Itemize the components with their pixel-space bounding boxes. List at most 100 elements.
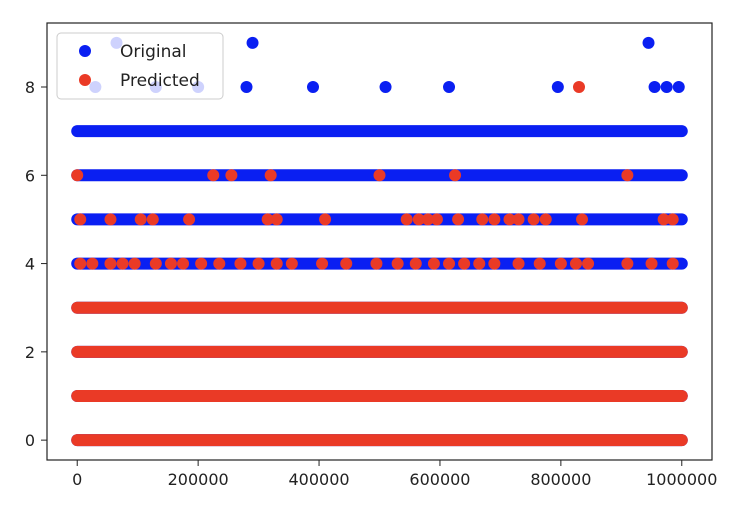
predicted-point xyxy=(476,213,489,226)
x-tick-label: 400000 xyxy=(289,470,350,489)
predicted-point xyxy=(146,213,159,226)
x-tick-label: 600000 xyxy=(409,470,470,489)
predicted-point xyxy=(86,257,99,270)
original-point xyxy=(379,81,392,94)
predicted-point xyxy=(71,169,84,182)
predicted-point xyxy=(503,213,516,226)
predicted-point xyxy=(666,213,679,226)
plot-marks xyxy=(71,36,688,447)
predicted-point xyxy=(207,169,220,182)
predicted-band-y3 xyxy=(71,301,688,314)
legend-label-original: Original xyxy=(120,42,187,62)
predicted-point xyxy=(458,257,471,270)
predicted-point xyxy=(533,257,546,270)
predicted-point xyxy=(195,257,208,270)
predicted-point xyxy=(443,257,456,270)
predicted-point xyxy=(316,257,329,270)
predicted-band-y1 xyxy=(71,389,688,402)
predicted-band-y0 xyxy=(71,434,688,447)
predicted-point xyxy=(421,213,434,226)
predicted-point xyxy=(400,213,413,226)
predicted-point xyxy=(391,257,404,270)
original-point xyxy=(307,81,319,94)
y-tick-label: 6 xyxy=(25,166,35,185)
predicted-point xyxy=(252,257,265,270)
predicted-point xyxy=(488,257,501,270)
predicted-point xyxy=(576,213,589,226)
original-point xyxy=(660,81,673,94)
predicted-point xyxy=(319,213,332,226)
predicted-band-y2 xyxy=(71,345,688,358)
predicted-point xyxy=(512,257,525,270)
y-tick-label: 4 xyxy=(25,255,35,274)
predicted-point xyxy=(164,257,177,270)
original-point xyxy=(246,36,259,49)
predicted-point xyxy=(582,257,595,270)
predicted-point xyxy=(261,213,274,226)
predicted-point xyxy=(234,257,247,270)
original-band-y7 xyxy=(71,125,688,138)
legend-marker-original xyxy=(79,45,91,57)
predicted-point xyxy=(539,213,552,226)
predicted-point xyxy=(452,213,465,226)
original-point xyxy=(642,36,655,49)
x-tick-label: 200000 xyxy=(168,470,229,489)
predicted-point xyxy=(128,257,141,270)
predicted-point xyxy=(264,169,277,182)
x-axis: 0 200000 400000 600000 800000 1000000 xyxy=(72,460,717,489)
predicted-point xyxy=(645,257,658,270)
predicted-point xyxy=(449,169,462,182)
predicted-point xyxy=(657,213,670,226)
original-point xyxy=(648,81,661,94)
predicted-point xyxy=(177,257,190,270)
original-band-y5 xyxy=(71,213,688,226)
predicted-point xyxy=(134,213,147,226)
predicted-point xyxy=(488,213,501,226)
original-point xyxy=(551,81,564,94)
predicted-point xyxy=(149,257,162,270)
predicted-point xyxy=(104,213,117,226)
predicted-point xyxy=(270,257,283,270)
predicted-point xyxy=(74,257,87,270)
predicted-point xyxy=(409,257,422,270)
predicted-point xyxy=(104,257,117,270)
plot-frame xyxy=(46,22,713,461)
x-tick-label: 800000 xyxy=(530,470,591,489)
predicted-point xyxy=(285,257,298,270)
predicted-point xyxy=(225,169,238,182)
original-point xyxy=(240,81,253,94)
original-point xyxy=(672,81,685,94)
predicted-point xyxy=(340,257,353,270)
predicted-point xyxy=(373,169,386,182)
predicted-point xyxy=(527,213,540,226)
predicted-point xyxy=(621,257,634,270)
x-tick-label: 0 xyxy=(72,470,82,489)
predicted-point xyxy=(554,257,567,270)
predicted-point xyxy=(74,213,87,226)
predicted-point xyxy=(666,257,679,270)
predicted-point xyxy=(573,81,585,94)
x-tick-label: 1000000 xyxy=(646,470,717,489)
predicted-point xyxy=(427,257,440,270)
legend: Original Predicted xyxy=(56,32,224,100)
original-point xyxy=(443,81,456,94)
predicted-point xyxy=(430,213,443,226)
legend-box xyxy=(56,32,224,100)
y-axis: 0 2 4 6 8 xyxy=(25,78,47,450)
legend-marker-predicted xyxy=(79,74,91,86)
predicted-point xyxy=(412,213,425,226)
y-tick-label: 2 xyxy=(25,343,35,362)
predicted-point xyxy=(473,257,486,270)
predicted-point xyxy=(116,257,129,270)
predicted-point xyxy=(370,257,383,270)
predicted-point xyxy=(183,213,196,226)
predicted-point xyxy=(569,257,582,270)
legend-label-predicted: Predicted xyxy=(120,71,200,91)
predicted-point xyxy=(213,257,226,270)
y-tick-label: 0 xyxy=(25,431,35,450)
predicted-point xyxy=(621,169,634,182)
predicted-point xyxy=(512,213,525,226)
y-tick-label: 8 xyxy=(25,78,35,97)
predicted-point xyxy=(270,213,283,226)
